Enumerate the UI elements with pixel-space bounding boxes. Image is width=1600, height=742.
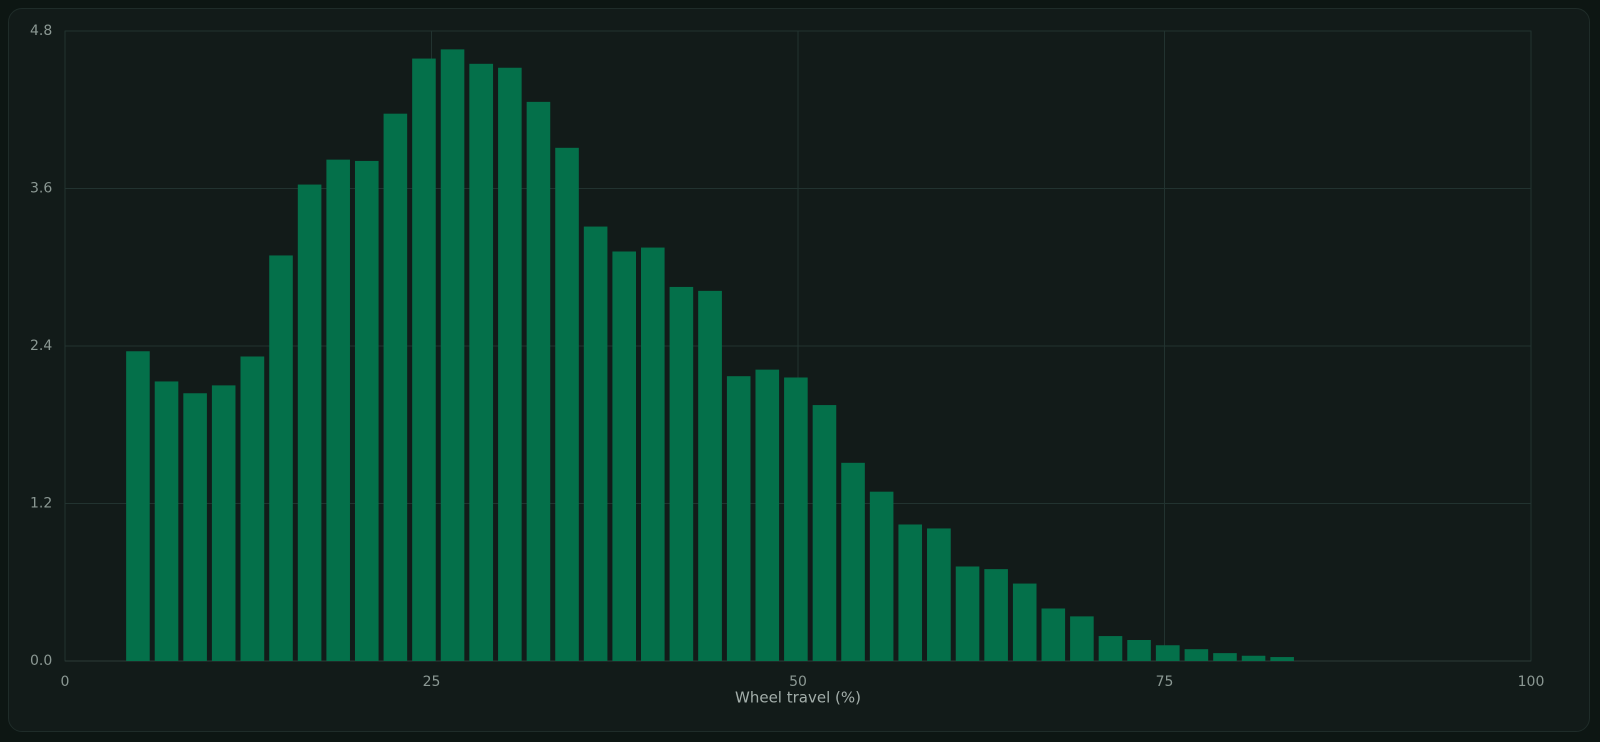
bar: [354, 160, 379, 661]
bar: [555, 147, 579, 661]
bar: [784, 377, 808, 661]
x-tick-label: 50: [789, 674, 807, 690]
bar: [154, 381, 179, 661]
y-tick-label: 0.0: [30, 653, 52, 669]
bar: [1012, 583, 1037, 661]
bar: [984, 569, 1008, 661]
bar: [955, 566, 980, 661]
bar: [383, 113, 408, 661]
bar: [812, 405, 837, 661]
x-tick-label: 25: [423, 674, 441, 690]
bar: [898, 524, 923, 661]
bar: [412, 58, 436, 661]
bar: [698, 290, 722, 661]
x-tick-label: 100: [1518, 674, 1545, 690]
x-axis-title: Wheel travel (%): [735, 689, 861, 707]
bar: [126, 351, 150, 661]
bar: [326, 159, 350, 661]
x-tick-label: 75: [1156, 674, 1174, 690]
bar: [869, 491, 894, 661]
bar: [583, 226, 608, 661]
bar: [1070, 616, 1094, 661]
bar: [269, 255, 293, 661]
bar: [498, 67, 522, 661]
bar: [640, 247, 665, 661]
bar: [1184, 649, 1209, 661]
bar: [1127, 640, 1151, 661]
y-tick-label: 2.4: [30, 338, 52, 354]
bar: [240, 356, 265, 661]
bar: [726, 376, 751, 661]
bar: [469, 63, 494, 661]
bar: [297, 184, 322, 661]
x-tick-label: 0: [61, 674, 70, 690]
bar: [1213, 653, 1237, 661]
bar: [669, 286, 694, 661]
y-tick-label: 1.2: [30, 496, 52, 512]
y-tick-label: 3.6: [30, 181, 52, 197]
bar: [927, 528, 951, 661]
bar: [1241, 655, 1266, 661]
bar: [755, 369, 780, 661]
bar: [612, 251, 636, 661]
bar: [1155, 645, 1180, 661]
bar: [183, 393, 207, 661]
bar: [841, 462, 865, 661]
bar: [440, 49, 465, 661]
bar: [1041, 608, 1066, 661]
bar: [211, 385, 236, 661]
y-tick-label: 4.8: [30, 23, 52, 39]
bar: [1098, 636, 1123, 661]
bar: [1270, 657, 1294, 661]
bar: [526, 101, 551, 661]
